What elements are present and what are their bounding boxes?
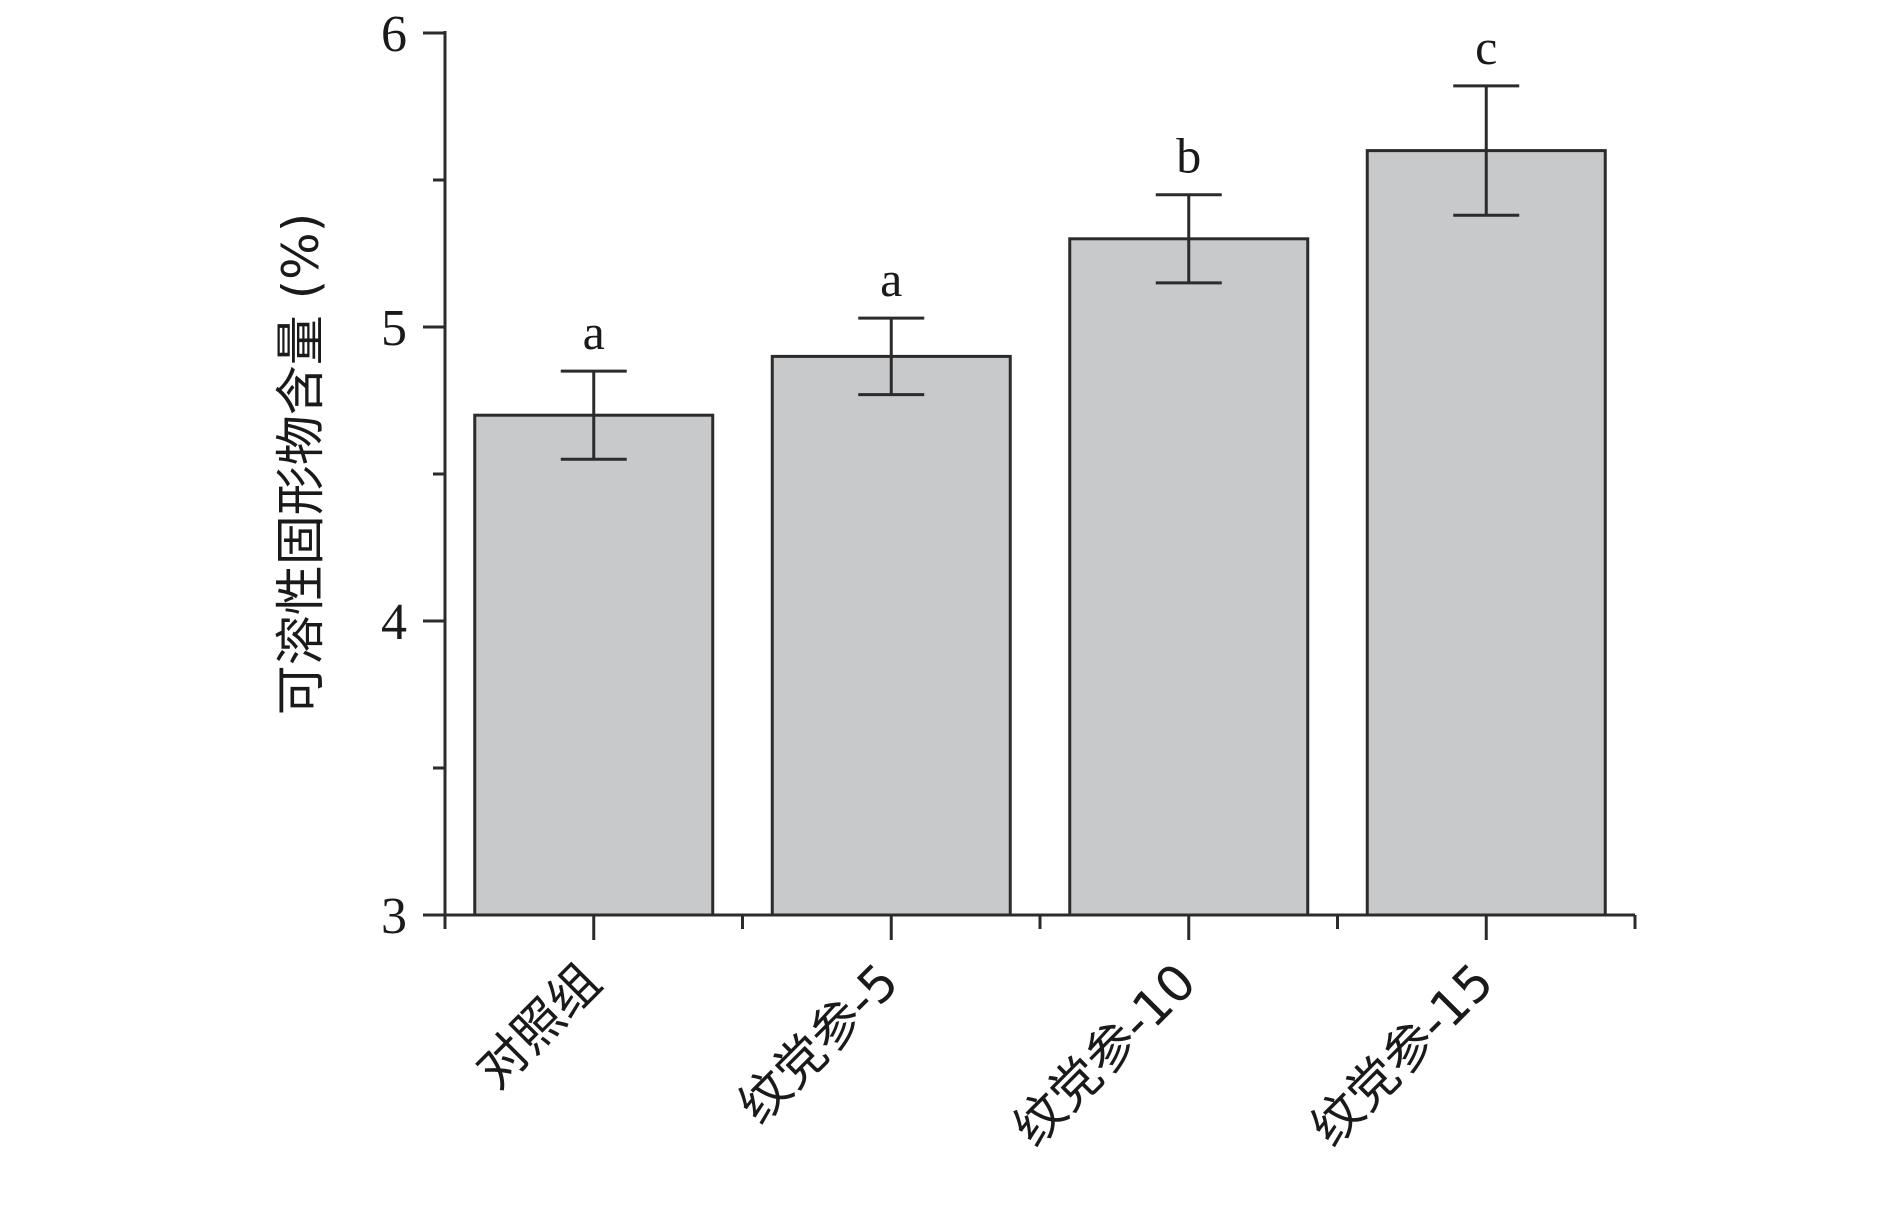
- x-tick-label: 纹党参-15: [1300, 952, 1505, 1157]
- significance-label: a: [583, 304, 605, 360]
- error-bar: [1453, 84, 1520, 217]
- y-tick-label: 5: [381, 300, 407, 357]
- error-bar: [858, 316, 925, 397]
- x-tick-label: 纹党参-5: [727, 952, 909, 1134]
- y-axis-title: 可溶性固形物含量 (%): [272, 213, 330, 715]
- x-tick-label: 纹党参-10: [1002, 952, 1207, 1157]
- error-bar: [560, 369, 627, 461]
- significance-labels: a a b c: [583, 19, 1498, 360]
- significance-label: c: [1475, 19, 1497, 75]
- y-tick-label: 6: [381, 6, 407, 63]
- bar: [1365, 149, 1607, 917]
- error-bar: [1155, 193, 1222, 285]
- error-bars: [560, 84, 1520, 461]
- x-tick-label: 对照组: [465, 952, 612, 1099]
- y-tick-label: 4: [381, 594, 407, 651]
- x-axis-ticks: 对照组 纹党参-5 纹党参-10 纹党参-15: [443, 915, 1637, 1157]
- significance-label: a: [880, 251, 902, 307]
- bar: [1068, 237, 1310, 917]
- bar: [473, 413, 715, 917]
- y-axis-ticks: 3 4 5 6: [381, 6, 445, 945]
- significance-label: b: [1176, 128, 1201, 184]
- bar: [770, 354, 1012, 917]
- y-tick-label: 3: [381, 888, 407, 945]
- bars: [473, 149, 1607, 917]
